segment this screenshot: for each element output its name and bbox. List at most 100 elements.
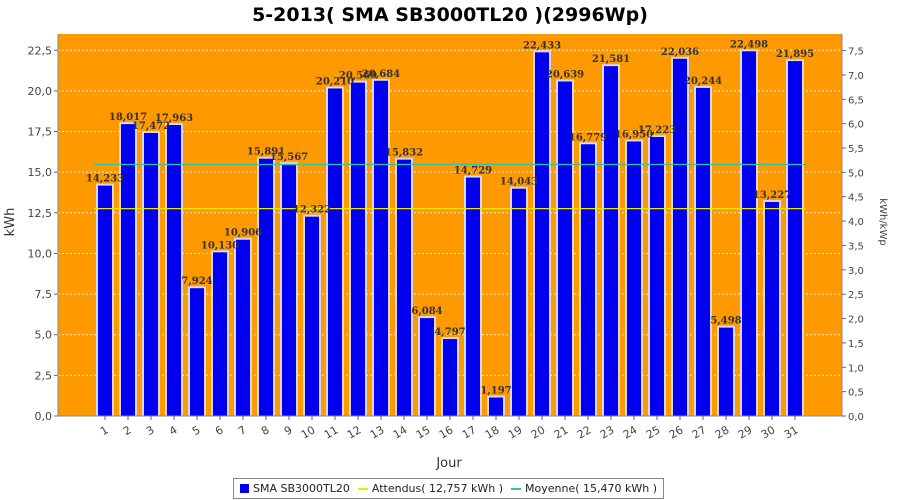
y2-tick-label: 0,5 <box>848 388 864 399</box>
data-label: 12,322 <box>293 205 331 216</box>
y2-tick-label: 3,5 <box>848 241 864 252</box>
y-tick-label: 17,5 <box>28 126 53 139</box>
data-label: 22,036 <box>661 47 699 58</box>
x-tick-label: 1 <box>98 423 111 438</box>
y2-tick-label: 5,5 <box>848 144 864 155</box>
y2-tick-label: 4,5 <box>848 193 864 204</box>
y-tick-label: 2,5 <box>35 369 53 382</box>
legend-swatch-attendus <box>357 487 368 490</box>
data-label: 13,227 <box>753 190 791 201</box>
x-tick-label: 12 <box>345 423 364 441</box>
data-label: 20,569 <box>339 71 377 82</box>
chart-title: 5-2013( SMA SB3000TL20 )(2996Wp) <box>252 4 648 26</box>
y-tick-label: 12,5 <box>28 207 53 220</box>
y2-tick-label: 1,0 <box>848 363 864 374</box>
bar <box>144 132 158 416</box>
y2-tick-label: 1,5 <box>848 339 864 350</box>
x-tick-label: 29 <box>736 423 755 441</box>
legend-label-attendus: Attendus( 12,757 kWh ) <box>371 482 504 495</box>
bar <box>489 397 503 416</box>
bar <box>627 141 641 416</box>
data-label: 16,950 <box>615 129 653 140</box>
legend-item-series: SMA SB3000TL20 <box>240 482 350 495</box>
x-tick-label: 23 <box>598 423 617 441</box>
bar <box>466 177 480 416</box>
y2-tick-label: 7,5 <box>848 47 864 58</box>
bar <box>236 239 250 416</box>
y-tick-label: 15,0 <box>28 166 53 179</box>
data-label: 10,130 <box>201 240 239 251</box>
y-axis-label: kWh <box>3 208 18 237</box>
data-label: 18,017 <box>109 112 147 123</box>
x-tick-label: 4 <box>167 423 180 438</box>
y2-tick-label: 5,0 <box>848 168 864 179</box>
x-tick-label: 11 <box>322 423 341 441</box>
x-tick-label: 21 <box>552 423 571 441</box>
x-tick-label: 16 <box>437 423 456 441</box>
data-label: 7,924 <box>181 276 212 287</box>
data-label: 10,906 <box>224 228 262 239</box>
bar <box>121 124 135 416</box>
legend-swatch-moyenne <box>511 487 522 490</box>
data-label: 14,233 <box>86 174 124 185</box>
x-tick-label: 5 <box>190 423 203 438</box>
bar <box>328 88 342 416</box>
x-tick-label: 25 <box>644 423 663 441</box>
bar <box>719 327 733 416</box>
bar <box>650 137 664 416</box>
y2-axis-label: kWh/kWp <box>877 198 888 245</box>
bar <box>696 87 710 417</box>
x-tick-label: 18 <box>483 423 502 441</box>
x-tick-label: 27 <box>690 423 709 441</box>
data-label: 1,197 <box>480 386 511 397</box>
legend-item-attendus: Attendus( 12,757 kWh ) <box>357 482 504 495</box>
x-tick-label: 20 <box>529 423 548 441</box>
x-tick-label: 30 <box>759 423 778 441</box>
data-label: 20,639 <box>546 70 584 81</box>
y2-tick-label: 2,0 <box>848 315 864 326</box>
bar <box>351 82 365 416</box>
x-tick-label: 31 <box>782 423 801 441</box>
x-tick-label: 13 <box>368 423 387 441</box>
bar <box>374 80 388 417</box>
y-tick-label: 5,0 <box>35 329 53 342</box>
bar <box>788 61 802 417</box>
y-tick-label: 22,5 <box>28 44 53 57</box>
data-label: 17,223 <box>638 125 676 136</box>
bar <box>581 144 595 416</box>
bar <box>190 288 204 416</box>
data-label: 17,472 <box>132 121 170 132</box>
x-axis-label: Jour <box>435 456 462 471</box>
y2-tick-label: 0,0 <box>848 412 864 423</box>
data-label: 21,895 <box>776 49 814 60</box>
y2-tick-label: 2,5 <box>848 290 864 301</box>
data-label: 14,043 <box>500 177 538 188</box>
bar <box>167 125 181 416</box>
bar <box>259 158 273 417</box>
x-tick-label: 7 <box>236 423 249 438</box>
x-tick-label: 8 <box>259 423 272 438</box>
y2-tick-label: 6,5 <box>848 95 864 106</box>
data-label: 20,244 <box>684 76 722 87</box>
bar <box>765 201 779 416</box>
bar <box>742 51 756 416</box>
y2-tick-label: 7,0 <box>848 71 864 82</box>
x-tick-label: 2 <box>121 423 134 438</box>
y-tick-label: 10,0 <box>28 247 53 260</box>
data-label: 14,729 <box>454 166 492 177</box>
y2-tick-label: 4,0 <box>848 217 864 228</box>
bar <box>535 52 549 417</box>
x-tick-label: 19 <box>506 423 525 441</box>
data-label: 20,210 <box>316 76 354 87</box>
data-label: 6,084 <box>411 306 442 317</box>
legend-label-series: SMA SB3000TL20 <box>253 482 350 495</box>
data-label: 22,433 <box>523 40 561 51</box>
y-tick-label: 20,0 <box>28 85 53 98</box>
x-tick-label: 26 <box>667 423 686 441</box>
y2-tick-label: 3,0 <box>848 266 864 277</box>
bar <box>282 163 296 416</box>
bar <box>98 185 112 416</box>
bar <box>604 66 618 416</box>
bar <box>397 159 411 416</box>
